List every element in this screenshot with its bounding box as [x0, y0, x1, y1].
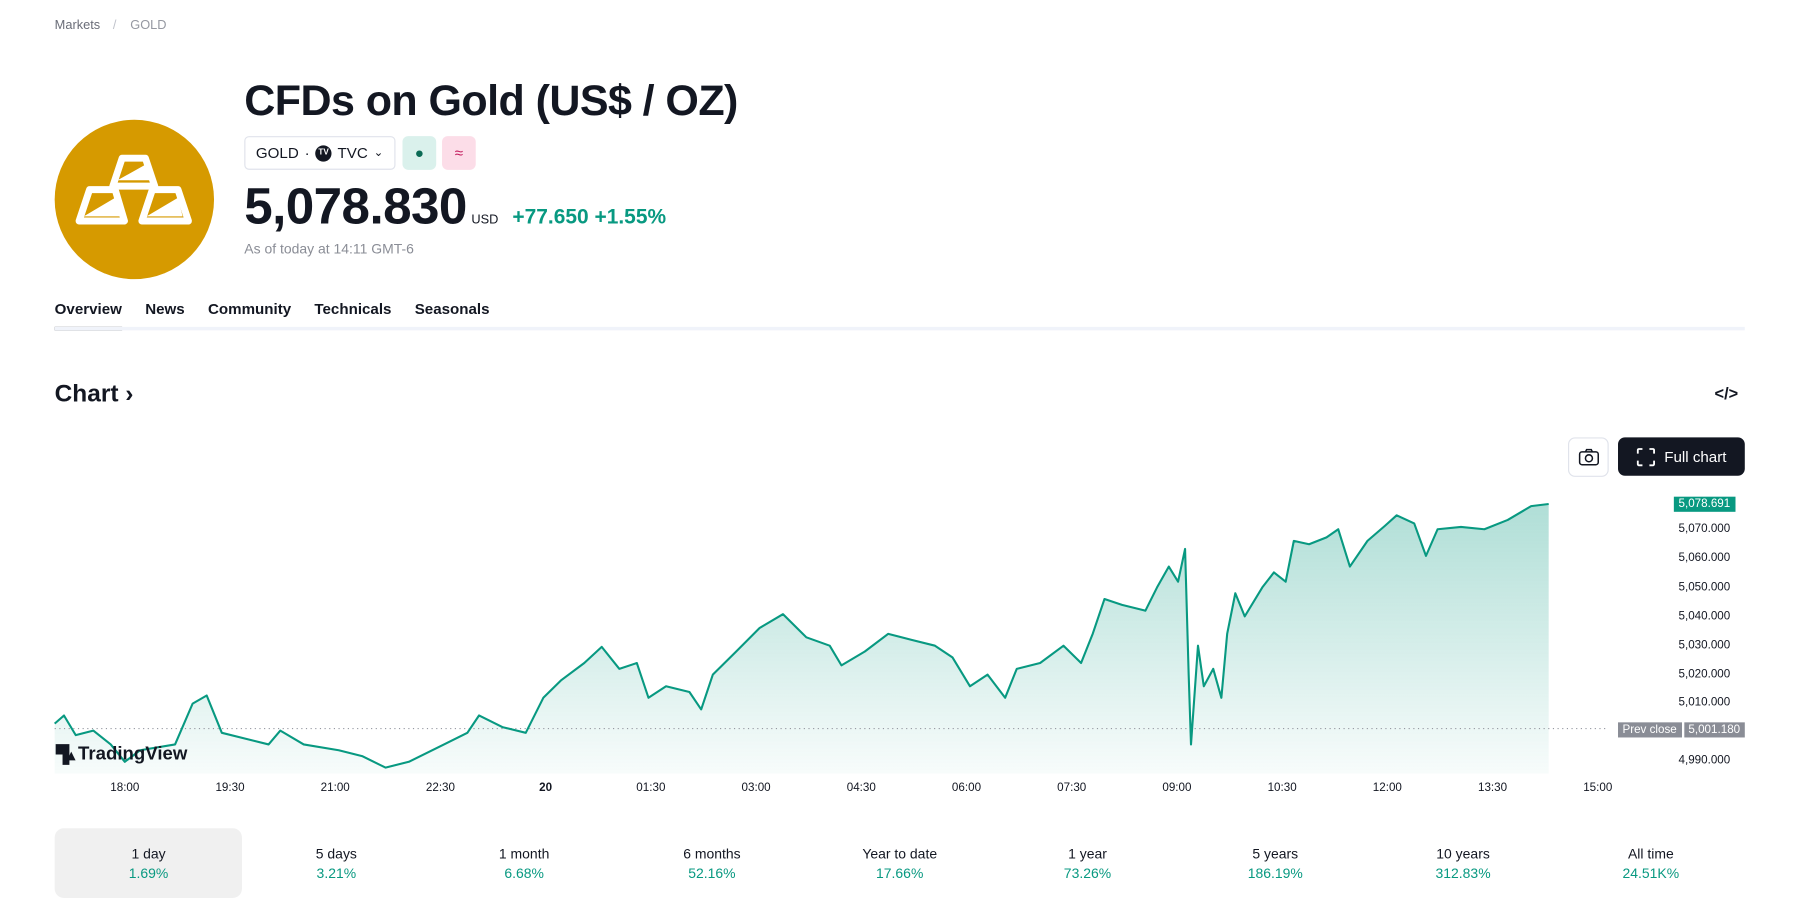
period-value: 1.69%: [128, 864, 169, 882]
period-label: 5 years: [1252, 845, 1299, 862]
x-tick-label: 09:00: [1162, 781, 1192, 795]
tab-community[interactable]: Community: [207, 300, 292, 318]
prev-close-tag: Prev close: [1617, 722, 1682, 738]
y-tick-label: 5,040.000: [1678, 609, 1731, 623]
x-tick-label: 07:30: [1057, 781, 1087, 795]
market-open-badge[interactable]: ●: [402, 136, 437, 170]
y-tick-label: 5,030.000: [1678, 638, 1731, 652]
x-tick-label: 20: [539, 781, 553, 795]
chart-heading: Chart: [54, 380, 119, 408]
period-value: 186.19%: [1247, 864, 1303, 882]
price-line: [53, 502, 1549, 769]
x-tick-label: 01:30: [636, 781, 666, 795]
y-tick-label: 5,070.000: [1678, 522, 1731, 536]
price-area: [54, 504, 1549, 774]
delayed-data-badge[interactable]: ≈: [442, 136, 476, 170]
period-value: 73.26%: [1063, 864, 1112, 882]
symbol-label: GOLD: [255, 144, 299, 162]
period-all-time[interactable]: All time 24.51K%: [1557, 828, 1745, 898]
watermark-text: TradingView: [78, 744, 188, 765]
period-value: 312.83%: [1435, 864, 1491, 882]
as-of-timestamp: As of today at 14:11 GMT-6: [244, 240, 414, 258]
dot-separator: ·: [304, 144, 310, 162]
tab-seasonals[interactable]: Seasonals: [414, 300, 490, 318]
period-ytd[interactable]: Year to date 17.66%: [806, 828, 994, 898]
period-5-years[interactable]: 5 years 186.19%: [1181, 828, 1369, 898]
period-value: 52.16%: [688, 864, 736, 882]
period-value: 6.68%: [504, 864, 544, 882]
price-chart[interactable]: [0, 0, 1803, 814]
price-change: +77.650 +1.55%: [512, 205, 666, 229]
breadcrumb-markets[interactable]: Markets: [54, 18, 101, 33]
full-chart-label: Full chart: [1664, 447, 1727, 466]
prev-close-value: 5,001.180: [1683, 722, 1745, 738]
period-label: Year to date: [862, 845, 938, 862]
price-row: 5,078.830 USD +77.650 +1.55%: [244, 178, 666, 236]
period-6-months[interactable]: 6 months 52.16%: [618, 828, 806, 898]
fullscreen-icon: [1636, 447, 1655, 466]
change-pct: +1.55%: [594, 204, 667, 228]
y-tick-label: 5,020.000: [1678, 667, 1731, 681]
tradingview-logo-icon: ▜▴: [55, 745, 76, 766]
exchange-label: TVC: [337, 144, 368, 162]
period-1-month[interactable]: 1 month 6.68%: [430, 828, 618, 898]
period-5-days[interactable]: 5 days 3.21%: [242, 828, 430, 898]
period-value: 3.21%: [316, 864, 357, 882]
period-label: 1 year: [1068, 845, 1107, 862]
gold-logo-icon: [54, 119, 215, 280]
x-tick-label: 18:00: [110, 781, 140, 795]
last-price-label: 5,078.691: [1673, 496, 1735, 512]
period-1-year[interactable]: 1 year 73.26%: [994, 828, 1182, 898]
period-performance: 1 day 1.69% 5 days 3.21% 1 month 6.68% 6 mo…: [54, 828, 1745, 898]
camera-icon: [1578, 448, 1599, 466]
period-label: All time: [1627, 845, 1674, 862]
period-label: 1 month: [498, 845, 550, 862]
period-label: 5 days: [315, 845, 357, 862]
x-tick-label: 12:00: [1372, 781, 1402, 795]
last-price: 5,078.830: [244, 177, 467, 235]
symbol-exchange-selector[interactable]: GOLD · TV TVC ⌄: [244, 136, 395, 170]
embed-code-icon[interactable]: </>: [1714, 383, 1739, 403]
period-1-day[interactable]: 1 day 1.69%: [54, 828, 243, 898]
snapshot-button[interactable]: [1567, 437, 1609, 477]
period-value: 24.51K%: [1622, 864, 1680, 882]
x-tick-label: 19:30: [215, 781, 245, 795]
tradingview-icon: TV: [315, 144, 332, 162]
breadcrumb-gold: GOLD: [130, 18, 167, 33]
period-value: 17.66%: [876, 864, 924, 882]
y-tick-label: 5,010.000: [1678, 696, 1731, 710]
period-label: 6 months: [683, 845, 741, 862]
period-label: 10 years: [1436, 845, 1490, 862]
x-tick-label: 13:30: [1477, 781, 1508, 795]
x-tick-label: 15:00: [1583, 781, 1613, 795]
full-chart-button[interactable]: Full chart: [1618, 437, 1745, 476]
page-title: CFDs on Gold (US$ / OZ): [244, 76, 738, 125]
x-tick-label: 10:30: [1267, 781, 1297, 795]
y-tick-label: 5,050.000: [1678, 580, 1731, 594]
prev-close-marker: Prev close 5,001.180: [1617, 722, 1745, 738]
currency: USD: [471, 212, 499, 227]
change-abs: +77.650: [512, 204, 589, 228]
chevron-right-icon: ›: [118, 380, 134, 408]
x-tick-label: 22:30: [425, 781, 455, 795]
x-tick-label: 03:00: [741, 781, 771, 795]
breadcrumb-separator: /: [112, 18, 117, 33]
chart-heading-link[interactable]: Chart ›: [55, 380, 134, 408]
tab-technicals[interactable]: Technicals: [314, 300, 392, 318]
chevron-down-icon: ⌄: [373, 146, 384, 160]
tab-divider: [54, 326, 1745, 331]
x-tick-label: 21:00: [320, 781, 350, 795]
tab-bar: Overview News Community Technicals Seaso…: [54, 300, 490, 331]
period-label: 1 day: [131, 845, 166, 862]
y-tick-label: 4,990.000: [1678, 754, 1731, 768]
tradingview-watermark[interactable]: ▜▴ TradingView: [56, 744, 187, 765]
y-tick-label: 5,060.000: [1678, 551, 1731, 565]
x-tick-label: 04:30: [846, 781, 876, 795]
period-10-years[interactable]: 10 years 312.83%: [1369, 828, 1557, 898]
x-tick-label: 06:00: [951, 781, 982, 795]
tab-news[interactable]: News: [145, 300, 185, 318]
